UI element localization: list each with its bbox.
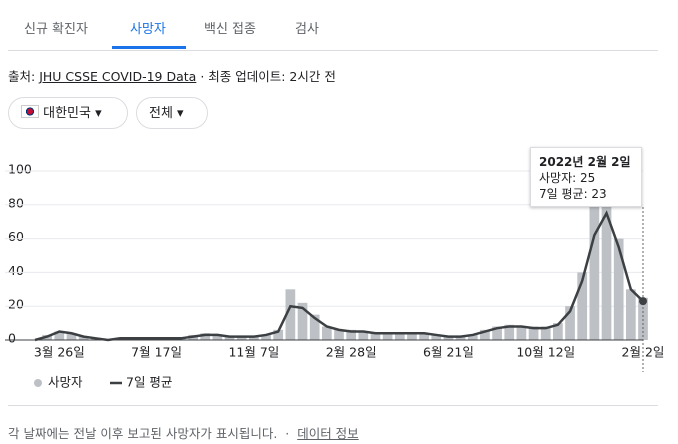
bar: [236, 336, 247, 340]
bar: [443, 336, 454, 340]
tab-underline: [112, 46, 186, 49]
x-tick-label: 10월 12일: [516, 345, 575, 360]
footer-link[interactable]: 데이터 정보: [297, 426, 359, 441]
bar: [553, 323, 563, 340]
chart: 0 20 40 60 80 100 3월 26일 7월 17일 11월 7일 2월 28일 6월 2…: [5, 162, 665, 390]
bar: [638, 297, 648, 340]
bar: [589, 204, 600, 340]
x-tick-label: 2월 2일: [622, 345, 665, 360]
bar: [358, 331, 369, 340]
range-button[interactable]: 전체 ▾: [136, 97, 208, 129]
tab[interactable]: 백신 접종: [204, 22, 256, 37]
legend-label: 사망자: [48, 375, 83, 390]
bar: [528, 326, 539, 340]
tooltip: 2022년 2월 2일 사망자: 25 7일 평균: 23: [530, 147, 642, 207]
bar: [297, 302, 308, 340]
tab[interactable]: 사망자: [130, 22, 166, 37]
y-tick-label: 60: [8, 229, 24, 244]
x-tick-label: 6월 21일: [423, 345, 474, 360]
bar: [625, 289, 636, 340]
tab[interactable]: 신규 확진자: [24, 22, 88, 37]
bar: [467, 334, 478, 340]
bar: [565, 306, 575, 340]
bar: [382, 333, 393, 340]
tab[interactable]: 검사: [295, 22, 319, 37]
bar: [492, 326, 502, 340]
divider: [8, 50, 658, 51]
bar: [480, 329, 490, 340]
bar: [601, 179, 612, 340]
bar: [504, 324, 515, 340]
bar: [613, 238, 624, 340]
tooltip-line: 사망자: 25: [539, 171, 596, 185]
bar: [577, 272, 588, 340]
bar: [285, 289, 296, 340]
footer-note: 각 날짜에는 전날 이후 보고된 사망자가 표시됩니다.: [8, 426, 278, 441]
bar: [370, 333, 381, 340]
range: 전체: [149, 106, 173, 121]
y-tick-label: 0: [8, 331, 16, 346]
bar: [249, 336, 259, 340]
flag: [21, 105, 39, 118]
tooltip-date: 2022년 2월 2일: [539, 155, 631, 169]
bar: [212, 334, 223, 340]
source-prefix: 출처:: [8, 69, 36, 84]
x-tick-label: 3월 26일: [34, 345, 85, 360]
country: 대한민국: [43, 106, 91, 121]
bar: [224, 336, 235, 340]
average-line: [34, 210, 644, 342]
legend-dot: [34, 379, 42, 387]
y-tick-label: 80: [8, 195, 24, 210]
x-tick-label: 7월 17일: [131, 345, 182, 360]
country-button[interactable]: 대한민국 ▾: [8, 97, 128, 129]
y-tick-label: 100: [8, 162, 32, 177]
y-tick-label: 40: [8, 263, 24, 278]
bar: [321, 326, 332, 340]
bar: [394, 333, 405, 340]
divider: [8, 405, 658, 406]
bar: [431, 334, 442, 340]
bar: [78, 336, 89, 340]
bar: [66, 333, 77, 340]
legend-label: 7일 평균: [126, 375, 172, 390]
bar: [516, 326, 527, 340]
bar: [540, 326, 551, 340]
y-tick-label: 20: [8, 297, 24, 312]
x-tick-label: 11월 7일: [228, 345, 279, 360]
hover-point: [639, 297, 647, 306]
tooltip-line: 7일 평균: 23: [539, 187, 607, 201]
bar: [54, 331, 65, 340]
bar: [334, 329, 344, 340]
source: 출처: JHU CSSE COVID-19 Data · 최종 업데이트: 2시…: [8, 66, 336, 85]
bar: [455, 336, 466, 340]
source-link[interactable]: JHU CSSE COVID-19 Data: [39, 69, 197, 84]
bar: [346, 329, 357, 340]
x-tick-label: 2월 28일: [326, 345, 377, 360]
footer: 각 날짜에는 전날 이후 보고된 사망자가 표시됩니다. · 데이터 정보: [8, 426, 359, 441]
bar: [309, 314, 320, 340]
bar: [419, 333, 429, 340]
bar: [200, 333, 211, 340]
bar: [407, 333, 417, 340]
source-suffix: · 최종 업데이트: 2시간 전: [200, 69, 336, 84]
bar: [261, 334, 271, 340]
bar: [273, 329, 284, 340]
